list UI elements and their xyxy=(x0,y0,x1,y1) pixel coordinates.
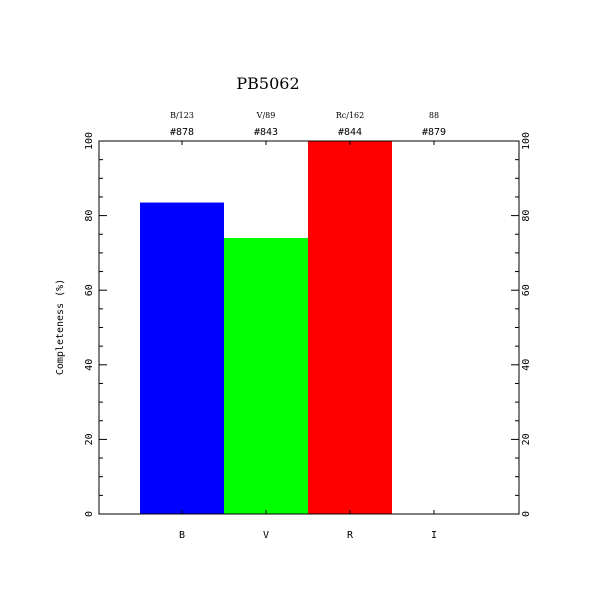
frame-label-V: #843 xyxy=(254,127,278,138)
y-tick-label-left: 80 xyxy=(84,210,95,222)
axis-labels: B B/123 #878 V V/89 #843 R Rc/162 #844 I 88 #879 0 0 2… xyxy=(84,111,532,541)
filter-label-B: B/123 xyxy=(170,111,194,120)
frame-label-B: #878 xyxy=(170,127,194,138)
y-axis-label: Completeness (%) xyxy=(55,279,66,375)
y-tick-label-right: 100 xyxy=(521,132,532,150)
y-tick-label-left: 0 xyxy=(84,511,95,517)
filter-label-I: 88 xyxy=(429,111,439,120)
y-tick-label-right: 80 xyxy=(521,210,532,222)
y-tick-label-left: 60 xyxy=(84,284,95,296)
y-tick-label-left: 40 xyxy=(84,359,95,371)
y-tick-label-right: 20 xyxy=(521,433,532,445)
x-tick-label-R: R xyxy=(347,530,354,541)
filter-label-V: V/89 xyxy=(256,111,276,120)
bar-V xyxy=(224,237,308,515)
y-tick-label-left: 100 xyxy=(84,132,95,150)
x-tick-label-B: B xyxy=(179,530,185,541)
y-tick-label-right: 40 xyxy=(521,359,532,371)
frame-label-R: #844 xyxy=(338,127,362,138)
axis-ticks xyxy=(99,140,519,515)
x-tick-label-I: I xyxy=(431,530,437,541)
bar-B xyxy=(140,202,224,515)
x-tick-label-V: V xyxy=(263,530,269,541)
bars-layer xyxy=(140,141,392,515)
frame-label-I: #879 xyxy=(422,127,446,138)
y-tick-label-left: 20 xyxy=(84,433,95,445)
chart-title: PB5062 xyxy=(236,74,299,93)
bar-R xyxy=(308,141,392,514)
y-tick-label-right: 60 xyxy=(521,284,532,296)
filter-label-R: Rc/162 xyxy=(336,111,364,120)
y-tick-label-right: 0 xyxy=(521,511,532,517)
